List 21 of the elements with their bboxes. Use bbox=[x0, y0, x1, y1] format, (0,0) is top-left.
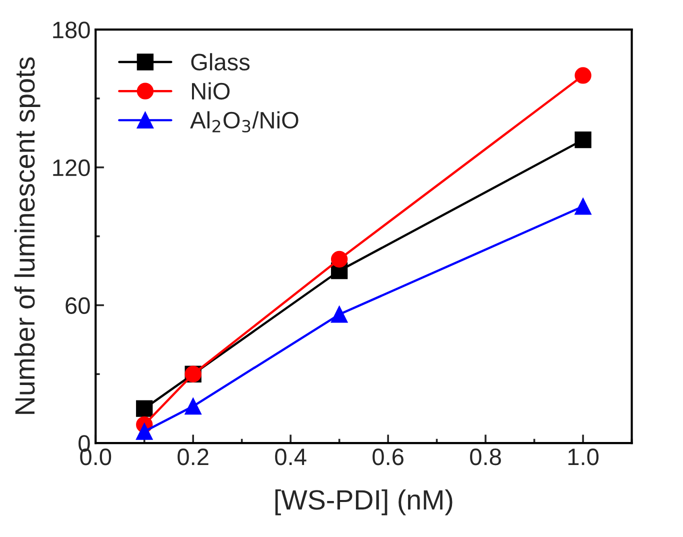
point bbox=[330, 250, 348, 268]
point bbox=[330, 306, 348, 323]
point bbox=[574, 198, 592, 215]
point bbox=[574, 131, 592, 148]
y-axis-title: Number of luminescent spots bbox=[14, 57, 40, 414]
point bbox=[184, 398, 202, 415]
x-tick-label: 0.6 bbox=[372, 448, 404, 466]
x-tick-label: 0.2 bbox=[178, 448, 208, 466]
legend-label: NiO bbox=[192, 82, 230, 100]
x-tick-label: 0.4 bbox=[275, 448, 306, 466]
x-axis-title: [WS-PDI] (nM) bbox=[275, 489, 452, 516]
legend-label: Al$_{2}$O$_{3}$/NiO bbox=[190, 111, 298, 132]
point bbox=[136, 423, 153, 440]
x-tick-label: 1.0 bbox=[568, 448, 599, 466]
y-tick-label: 120 bbox=[53, 159, 90, 176]
legend-label: Glass bbox=[191, 53, 250, 70]
y-tick-label: 180 bbox=[53, 22, 90, 38]
x-tick-label: 0.8 bbox=[470, 448, 501, 466]
y-tick-label: 60 bbox=[66, 297, 90, 314]
point bbox=[136, 400, 153, 417]
point bbox=[574, 67, 592, 84]
